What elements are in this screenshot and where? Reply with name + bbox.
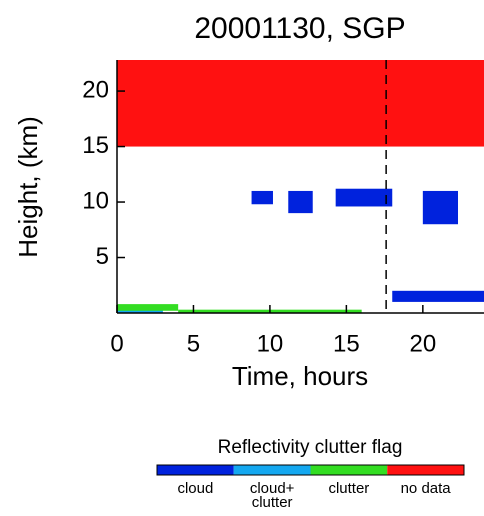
legend-swatch <box>387 465 464 475</box>
chart-title: 20001130, SGP <box>194 12 405 45</box>
mask-patch <box>392 290 484 302</box>
legend-label: cloud <box>177 480 214 497</box>
x-tick-label: 10 <box>257 330 284 357</box>
y-tick-label: 20 <box>82 76 109 103</box>
x-tick-label: 20 <box>409 330 436 357</box>
mask-patch <box>117 304 179 311</box>
mask-patch <box>117 60 484 147</box>
y-tick-label: 10 <box>82 187 109 214</box>
mask-patch <box>422 190 459 225</box>
mask-patch <box>251 190 273 205</box>
x-tick-label: 5 <box>187 330 200 357</box>
mask-patch <box>335 188 393 207</box>
legend-swatch <box>310 465 388 475</box>
x-tick-label: 15 <box>333 330 360 357</box>
legend-title: Reflectivity clutter flag <box>218 437 403 458</box>
legend-swatch <box>233 465 311 475</box>
mask-patch <box>288 190 313 214</box>
x-axis-label: Time, hours <box>232 361 368 391</box>
legend-swatch <box>157 465 234 475</box>
x-tick-label: 0 <box>110 330 123 357</box>
legend-frame <box>156 464 465 476</box>
y-tick-label: 5 <box>96 243 109 270</box>
legend-label: clutter <box>328 480 370 497</box>
mask-patch <box>117 309 163 313</box>
y-axis-label: Height, (km) <box>13 116 43 258</box>
y-tick-label: 15 <box>82 132 109 159</box>
legend-label: no data <box>400 480 451 497</box>
legend-label: cloud+ clutter <box>249 480 295 511</box>
